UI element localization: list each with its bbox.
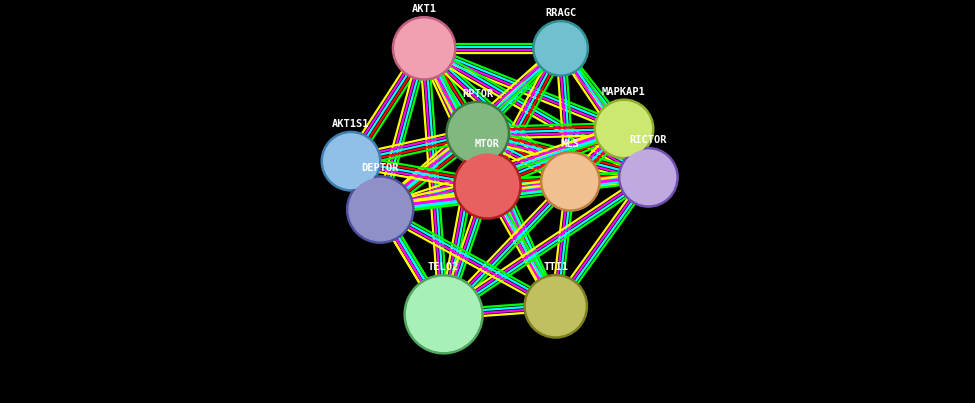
Circle shape [543,154,598,209]
Text: MTOR: MTOR [475,139,500,149]
Text: MLS: MLS [561,139,580,149]
Text: AKT1S1: AKT1S1 [332,119,370,129]
Circle shape [321,131,381,191]
Circle shape [392,17,456,80]
Text: DEPTOR: DEPTOR [362,163,399,173]
Text: RICTOR: RICTOR [630,135,667,145]
Circle shape [532,21,589,76]
Circle shape [597,102,651,156]
Circle shape [448,104,507,162]
Circle shape [535,23,586,74]
Circle shape [594,99,654,159]
Circle shape [446,101,510,165]
Circle shape [453,152,522,219]
Text: AKT1: AKT1 [411,4,437,14]
Text: RPTOR: RPTOR [462,89,493,99]
Circle shape [618,147,679,207]
Circle shape [346,176,414,243]
Text: TELO2: TELO2 [428,262,459,272]
Circle shape [395,19,453,78]
Circle shape [456,154,519,216]
Circle shape [621,150,676,205]
Circle shape [349,179,411,241]
Circle shape [324,134,378,189]
Text: TTI1: TTI1 [543,262,568,272]
Circle shape [404,275,484,354]
Circle shape [540,152,601,211]
Text: MAPKAP1: MAPKAP1 [603,87,645,97]
Circle shape [526,277,585,336]
Text: RRAGC: RRAGC [545,8,576,18]
Circle shape [407,277,481,351]
Circle shape [524,274,588,338]
